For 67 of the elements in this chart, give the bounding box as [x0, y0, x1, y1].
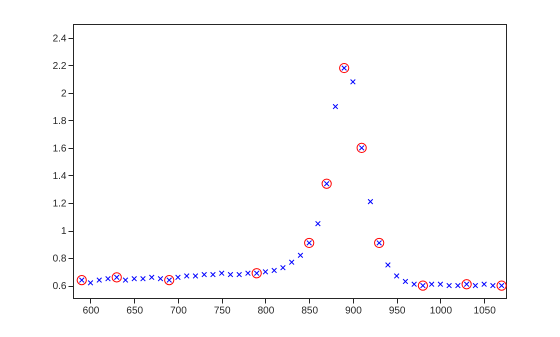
point	[455, 282, 461, 288]
point	[418, 280, 428, 291]
y-tick-label: 1.8	[52, 116, 67, 127]
point	[236, 272, 242, 278]
point	[262, 268, 268, 275]
point	[88, 280, 94, 286]
point	[315, 220, 321, 226]
point	[158, 276, 164, 282]
x-tick-label: 700	[170, 306, 188, 316]
point	[122, 277, 128, 283]
point	[374, 238, 384, 248]
point	[298, 252, 304, 258]
point	[368, 198, 374, 204]
point	[356, 142, 367, 154]
y-tick-label: 2	[60, 88, 67, 100]
point	[280, 264, 286, 271]
point	[385, 262, 391, 268]
x-tick-label: 600	[82, 306, 100, 316]
y-tick-label: 1	[60, 226, 67, 238]
point	[411, 281, 417, 288]
point	[472, 282, 478, 288]
point	[175, 274, 181, 280]
y-tick-label: 1.2	[52, 198, 67, 210]
point	[496, 280, 507, 291]
y-tick-label: 1.4	[52, 170, 67, 182]
point	[201, 272, 208, 278]
point	[140, 276, 146, 282]
point	[112, 272, 122, 282]
point	[428, 281, 434, 288]
x-tick-label: 650	[126, 306, 144, 316]
point	[446, 282, 452, 288]
point	[96, 277, 102, 283]
x-tick-label: 900	[345, 306, 362, 316]
point	[245, 270, 251, 276]
y-tick-label: 2.4	[52, 33, 67, 44]
point	[288, 259, 295, 266]
point	[218, 270, 225, 276]
point	[131, 276, 138, 282]
x-tick-label: 1000	[430, 306, 452, 316]
point	[304, 238, 314, 248]
point	[438, 281, 444, 288]
x-tick-label: 750	[214, 306, 231, 316]
point	[228, 272, 234, 278]
point	[164, 275, 174, 286]
point	[192, 273, 198, 279]
point	[402, 278, 408, 284]
point	[490, 282, 496, 288]
point	[332, 104, 338, 110]
x-tick-label: 800	[258, 306, 275, 316]
point	[148, 274, 155, 280]
y-tick-label: 1.6	[52, 143, 67, 154]
x-tick-label: 1050	[474, 306, 496, 316]
point	[184, 273, 190, 279]
point	[271, 268, 278, 274]
x-tick-label: 850	[301, 306, 318, 316]
point	[105, 276, 111, 282]
point	[481, 281, 487, 288]
x-tick-label: 950	[388, 306, 406, 316]
point	[394, 273, 400, 279]
point	[339, 62, 350, 74]
point	[76, 275, 87, 286]
y-tick-label: 2.2	[52, 60, 67, 72]
point	[210, 272, 216, 278]
point	[462, 279, 472, 290]
y-tick-label: 0.8	[52, 254, 67, 265]
point	[350, 78, 356, 85]
y-tick-label: 0.6	[52, 281, 67, 292]
